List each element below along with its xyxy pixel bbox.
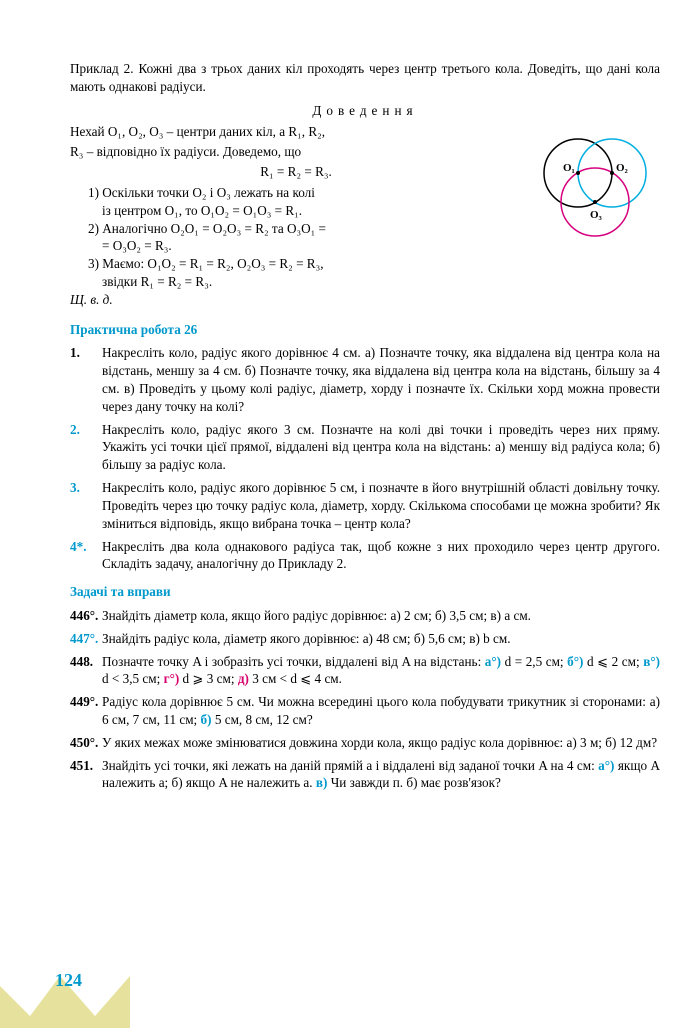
page-number: 124	[55, 968, 82, 992]
task-item: 447°. Знайдіть радіус кола, діаметр яког…	[70, 630, 660, 648]
diagram-label-o3: O₃	[590, 209, 603, 221]
task-item: 446°. Знайдіть діаметр кола, якщо його р…	[70, 607, 660, 625]
task-item: 448. Позначте точку A і зобразіть усі то…	[70, 653, 660, 689]
practice-item: 4*. Накресліть два кола однакового радіу…	[70, 538, 660, 574]
task-item: 449°. Радіус кола дорівнює 5 см. Чи можн…	[70, 693, 660, 729]
proof-text: Нехай O₁, O₂, O₃ – центри даних кіл, а R…	[70, 123, 522, 310]
page-footer	[0, 968, 220, 1028]
practice-item: 2. Накресліть коло, радіус якого 3 см. П…	[70, 421, 660, 474]
three-circles-diagram: O₁ O₂ O₃	[530, 123, 660, 310]
proof-block: Нехай O₁, O₂, O₃ – центри даних кіл, а R…	[70, 123, 660, 310]
diagram-label-o2: O₂	[616, 162, 629, 174]
task-item: 451. Знайдіть усі точки, які лежать на д…	[70, 757, 660, 793]
example-intro: Приклад 2. Кожні два з трьох даних кіл п…	[70, 60, 660, 96]
practice-item: 3. Накресліть коло, радіус якого дорівню…	[70, 479, 660, 532]
practice-item: 1. Накресліть коло, радіус якого дорівню…	[70, 344, 660, 415]
section-practice-title: Практична робота 26	[70, 321, 660, 339]
proof-heading: Доведення	[70, 102, 660, 120]
section-tasks-title: Задачі та вправи	[70, 583, 660, 601]
textbook-page: Приклад 2. Кожні два з трьох даних кіл п…	[0, 0, 700, 1028]
diagram-label-o1: O₁	[563, 162, 575, 174]
task-item: 450°. У яких межах може змінюватися довж…	[70, 734, 660, 752]
